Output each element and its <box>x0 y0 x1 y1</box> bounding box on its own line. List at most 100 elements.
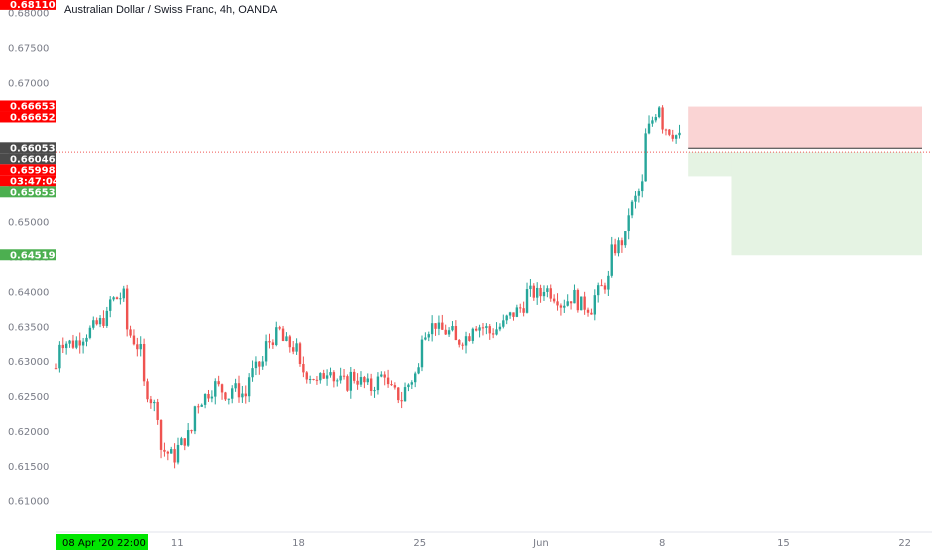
candle-body <box>214 381 217 397</box>
candle-body <box>525 289 529 313</box>
price-tag: 0.66652 <box>10 112 56 123</box>
position-zones <box>688 106 922 256</box>
candle-body <box>122 288 125 299</box>
candle-body <box>454 326 458 341</box>
time-tag: 08 Apr '20 22:00 <box>62 538 146 549</box>
candle-body <box>271 342 275 346</box>
candle-body <box>254 361 258 369</box>
candle-body <box>322 373 325 379</box>
candle-body <box>349 371 353 391</box>
candle-body <box>535 287 539 298</box>
candle-body <box>109 299 112 311</box>
candle-body <box>295 343 298 352</box>
candle-body <box>596 285 600 296</box>
candle-body <box>488 326 491 334</box>
candle-body <box>308 379 312 381</box>
candle-body <box>559 305 563 308</box>
candle-body <box>278 327 281 329</box>
candle-body <box>186 430 190 446</box>
candle-body <box>668 129 671 135</box>
candle-body <box>183 438 186 446</box>
candle-body <box>64 343 68 349</box>
candle-body <box>383 374 386 378</box>
candle-body <box>542 291 546 297</box>
candle-body <box>366 378 369 383</box>
candle-body <box>203 393 207 405</box>
candle-body <box>600 285 603 287</box>
candle-body <box>363 377 366 383</box>
x-tick-label: 25 <box>413 538 426 549</box>
candle-body <box>346 376 349 391</box>
candle-body <box>414 373 417 383</box>
y-tick-label: 0.63000 <box>8 357 49 368</box>
chart-title: Australian Dollar / Swiss Franc, 4h, OAN… <box>64 4 278 16</box>
price-tag-bg <box>0 153 56 165</box>
candle-body <box>329 372 332 376</box>
candle-body <box>339 375 342 381</box>
time-axis: 11 18 25 Jun 8 15 22 08 Apr '20 22:00 <box>56 531 932 550</box>
candle-body <box>549 288 552 299</box>
candle-body <box>478 327 481 331</box>
candle-body <box>403 387 407 402</box>
candle-body <box>305 372 308 380</box>
candle-body <box>146 381 149 400</box>
x-tick-label: 15 <box>777 538 790 549</box>
candles <box>54 105 681 469</box>
candle-body <box>251 368 254 378</box>
x-tick-label: 22 <box>898 538 911 549</box>
candle-body <box>563 305 566 308</box>
candle-body <box>495 329 498 335</box>
time-tag-bg <box>56 534 148 550</box>
candle-body <box>512 312 515 317</box>
x-tick-label: 8 <box>659 538 665 549</box>
candle-body <box>546 288 549 292</box>
price-tag: 0.64519 <box>10 250 56 261</box>
candle-body <box>142 343 146 382</box>
candle-body <box>231 388 234 399</box>
candle-body <box>139 343 142 350</box>
candle-body <box>136 344 139 350</box>
y-tick-label: 0.62500 <box>8 392 49 403</box>
candle-body <box>115 297 119 300</box>
candle-body <box>610 244 613 276</box>
price-tag-bg <box>0 111 56 123</box>
candle-body <box>163 449 166 452</box>
candle-body <box>417 367 420 374</box>
price-tag-bg <box>0 0 56 10</box>
candle-body <box>451 326 454 331</box>
candle-body <box>474 328 478 331</box>
candle-body <box>258 361 261 367</box>
candle-body <box>112 297 115 300</box>
price-tag: 0.65653 <box>10 187 56 198</box>
candle-body <box>644 133 647 182</box>
candle-body <box>356 380 359 385</box>
candle-body <box>281 328 285 341</box>
candle-body <box>583 296 586 310</box>
x-tick-label: 11 <box>171 538 184 549</box>
candle-body <box>170 449 173 454</box>
candle-body <box>68 340 71 344</box>
candle-body <box>519 307 522 309</box>
candle-body <box>166 451 170 454</box>
candle-body <box>468 336 471 341</box>
candle-body <box>671 134 674 139</box>
candle-body <box>81 341 85 346</box>
candle-body <box>576 289 580 311</box>
candle-body <box>325 375 329 379</box>
candle-body <box>620 240 624 246</box>
candle-body <box>102 318 105 326</box>
candle-body <box>71 340 75 348</box>
candle-body <box>400 400 403 402</box>
candle-body <box>180 438 183 445</box>
candle-body <box>491 333 495 335</box>
candle-body <box>566 301 569 306</box>
candle-body <box>485 326 488 328</box>
y-tick-label: 0.61000 <box>8 497 49 508</box>
candle-body <box>319 373 322 381</box>
candle-body <box>556 301 559 306</box>
candle-body <box>200 404 203 407</box>
candle-body <box>268 341 271 343</box>
candle-body <box>298 343 302 364</box>
